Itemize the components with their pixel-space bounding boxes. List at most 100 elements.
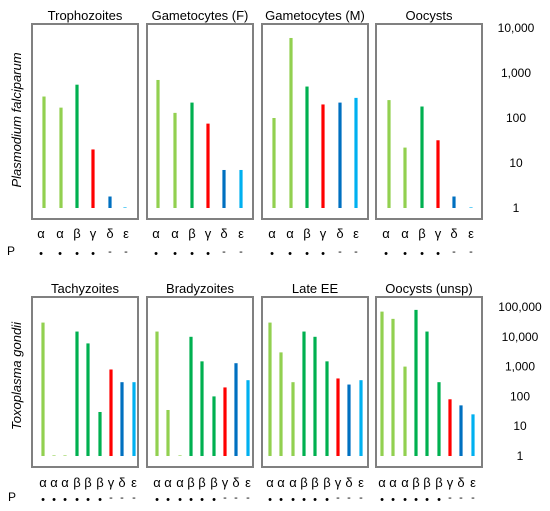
bar [75, 331, 79, 456]
bar [190, 102, 194, 208]
bar [108, 196, 112, 208]
phospho-dot: • [75, 494, 79, 506]
x-category-label: ε [245, 475, 251, 490]
y-tick-label: 10 [509, 156, 523, 170]
x-category-label: γ [90, 226, 97, 241]
x-category-label: β [84, 475, 91, 490]
phospho-dash: - [448, 492, 452, 504]
phospho-row-label: P [8, 490, 16, 504]
phospho-dot: • [425, 494, 429, 506]
bar [234, 363, 238, 456]
bar [380, 311, 384, 456]
bar [313, 336, 317, 456]
x-category-label: δ [457, 475, 464, 490]
phospho-dot: • [166, 494, 170, 506]
bar [132, 382, 136, 456]
phospho-dash: - [469, 246, 473, 258]
x-category-label: ε [468, 226, 474, 241]
phospho-dot: • [420, 248, 424, 260]
bar [305, 86, 309, 208]
x-category-label: ε [131, 475, 137, 490]
phospho-dot: • [189, 494, 193, 506]
phospho-dash: - [223, 492, 227, 504]
panel-frame [31, 296, 139, 468]
bar [166, 409, 170, 456]
bar [302, 331, 306, 456]
y-axis-label: Plasmodium falciparum [9, 52, 24, 187]
panel-title: Late EE [292, 281, 339, 296]
phospho-dot: • [98, 494, 102, 506]
bar [279, 352, 283, 456]
x-category-label: α [286, 226, 294, 241]
bar [109, 369, 113, 456]
panel-frame [375, 296, 483, 468]
bar [42, 96, 46, 208]
x-category-label: β [73, 475, 80, 490]
bar [75, 84, 79, 208]
phospho-dot: • [436, 248, 440, 260]
bar [156, 79, 160, 209]
bar [268, 322, 272, 456]
y-tick-label: 10 [513, 419, 527, 433]
phospho-dash: - [109, 492, 113, 504]
x-category-label: β [412, 475, 419, 490]
x-category-label: α [61, 475, 69, 490]
x-category-label: β [303, 226, 310, 241]
bar [459, 405, 463, 456]
x-category-label: α [171, 226, 179, 241]
phospho-dot: • [206, 248, 210, 260]
bar [437, 382, 441, 456]
bar [336, 378, 340, 456]
x-category-label: β [423, 475, 430, 490]
y-tick-label: 10,000 [502, 330, 539, 344]
x-category-label: α [277, 475, 285, 490]
bar [387, 100, 391, 208]
panel-frame [261, 23, 369, 220]
bar [178, 455, 182, 456]
panel-title: Gametocytes (M) [265, 8, 365, 23]
phospho-dash: - [222, 246, 226, 258]
panel-frame [261, 296, 369, 468]
phospho-dot: • [313, 494, 317, 506]
bar [41, 322, 45, 456]
phospho-dash: - [234, 492, 238, 504]
y-tick-label: 100 [510, 389, 530, 403]
x-category-label: α [389, 475, 397, 490]
x-category-label: α [382, 226, 390, 241]
x-category-label: β [96, 475, 103, 490]
bar [354, 97, 358, 208]
bar [222, 169, 226, 208]
panel-frame [31, 23, 139, 220]
x-category-label: δ [345, 475, 352, 490]
bar [471, 414, 475, 456]
phospho-dash: - [239, 246, 243, 258]
phospho-dash: - [338, 246, 342, 258]
bar [86, 343, 90, 456]
x-category-label: α [56, 226, 64, 241]
bar [347, 384, 351, 456]
x-category-label: α [39, 475, 47, 490]
bar [403, 147, 407, 208]
phospho-dot: • [190, 248, 194, 260]
x-category-label: γ [222, 475, 229, 490]
phospho-dot: • [403, 494, 407, 506]
phospho-dot: • [321, 248, 325, 260]
x-category-label: ε [353, 226, 359, 241]
phospho-dot: • [178, 494, 182, 506]
x-category-label: δ [232, 475, 239, 490]
y-tick-label: 10,000 [498, 21, 535, 35]
bar [63, 455, 67, 456]
phospho-dot: • [212, 494, 216, 506]
x-category-label: β [435, 475, 442, 490]
panel-title: Oocysts [406, 8, 453, 23]
panel-title: Oocysts (unsp) [385, 281, 472, 296]
x-category-label: ε [123, 226, 129, 241]
bar [212, 396, 216, 456]
y-tick-label: 1 [513, 201, 520, 215]
bar [325, 361, 329, 456]
bar [59, 107, 63, 208]
x-category-label: ε [238, 226, 244, 241]
y-tick-label: 1,000 [505, 360, 535, 374]
bar [425, 331, 429, 456]
panel-frame [146, 23, 254, 220]
